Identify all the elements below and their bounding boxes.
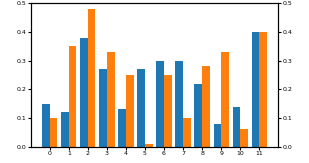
Bar [221, 52, 229, 147]
Bar [138, 69, 145, 147]
Bar [50, 118, 57, 147]
Bar [42, 104, 50, 147]
Bar [164, 75, 171, 147]
Bar [126, 75, 133, 147]
Bar [88, 9, 95, 147]
Bar [99, 69, 107, 147]
Bar [107, 52, 115, 147]
Bar [194, 84, 202, 147]
Bar [69, 46, 76, 147]
Bar [214, 124, 221, 147]
Bar [145, 144, 153, 147]
Bar [233, 107, 240, 147]
Bar [176, 61, 183, 147]
Bar [202, 66, 210, 147]
Bar [80, 38, 88, 147]
Bar [252, 32, 259, 147]
Bar [61, 112, 69, 147]
Bar [183, 118, 191, 147]
Bar [259, 32, 267, 147]
Bar [240, 129, 248, 147]
Bar [156, 61, 164, 147]
Bar [118, 109, 126, 147]
